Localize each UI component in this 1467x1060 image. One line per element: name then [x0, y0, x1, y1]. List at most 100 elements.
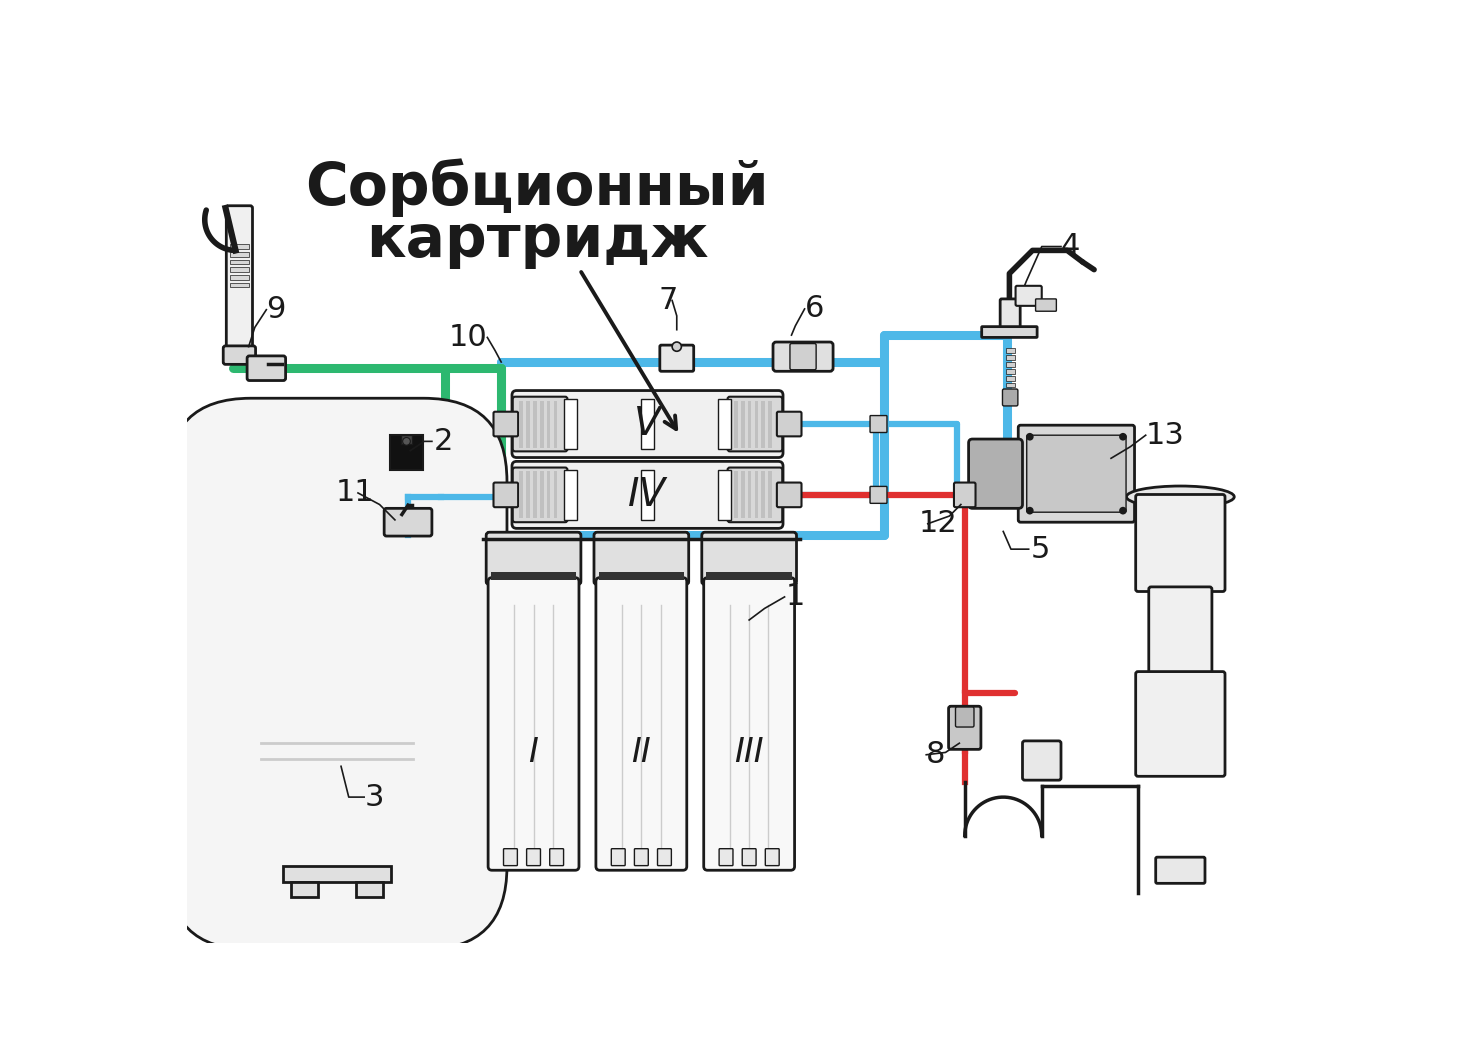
Bar [754, 472, 758, 518]
Text: 11: 11 [336, 478, 374, 508]
FancyBboxPatch shape [660, 346, 694, 371]
Bar [734, 401, 738, 447]
FancyBboxPatch shape [512, 390, 783, 458]
Text: 8: 8 [926, 740, 946, 770]
Text: IV: IV [628, 476, 666, 514]
Bar [290, 882, 318, 897]
Bar [641, 470, 654, 519]
FancyBboxPatch shape [594, 532, 688, 584]
FancyBboxPatch shape [719, 849, 734, 866]
FancyBboxPatch shape [226, 206, 252, 349]
FancyBboxPatch shape [954, 482, 976, 507]
Text: 5: 5 [1030, 534, 1049, 564]
Bar [491, 572, 577, 580]
FancyBboxPatch shape [949, 706, 981, 749]
Bar [283, 866, 392, 882]
Bar [1005, 355, 1015, 359]
Bar [390, 436, 424, 470]
Bar [741, 401, 745, 447]
Text: 6: 6 [804, 295, 824, 323]
Bar [400, 436, 412, 444]
Circle shape [672, 342, 681, 351]
FancyBboxPatch shape [1036, 299, 1056, 312]
Bar [734, 472, 738, 518]
FancyBboxPatch shape [773, 342, 833, 371]
Bar [761, 401, 766, 447]
FancyBboxPatch shape [1156, 858, 1204, 883]
Bar [1005, 383, 1015, 388]
Bar [719, 399, 731, 449]
FancyBboxPatch shape [512, 461, 783, 528]
Bar [1005, 363, 1015, 367]
FancyBboxPatch shape [1149, 587, 1212, 676]
FancyBboxPatch shape [968, 439, 1022, 509]
Circle shape [1025, 507, 1034, 514]
FancyBboxPatch shape [634, 849, 648, 866]
Bar [230, 260, 248, 264]
Bar [230, 283, 248, 287]
FancyBboxPatch shape [981, 326, 1037, 337]
FancyBboxPatch shape [1135, 672, 1225, 776]
FancyBboxPatch shape [167, 399, 508, 950]
FancyBboxPatch shape [704, 578, 795, 870]
Bar [525, 472, 530, 518]
FancyBboxPatch shape [493, 482, 518, 507]
FancyBboxPatch shape [778, 411, 801, 437]
Bar [547, 472, 550, 518]
Circle shape [402, 438, 411, 445]
Bar [356, 882, 383, 897]
FancyBboxPatch shape [493, 411, 518, 437]
FancyBboxPatch shape [513, 467, 568, 523]
Bar [1005, 348, 1015, 353]
FancyBboxPatch shape [657, 849, 672, 866]
FancyBboxPatch shape [1015, 286, 1042, 306]
Bar [230, 244, 248, 249]
Text: 13: 13 [1146, 421, 1184, 449]
Text: I: I [528, 736, 538, 768]
Ellipse shape [1127, 487, 1234, 508]
Circle shape [1119, 507, 1127, 514]
Bar [230, 267, 248, 272]
Bar [748, 401, 751, 447]
Bar [553, 401, 557, 447]
FancyBboxPatch shape [1000, 299, 1020, 333]
Bar [547, 401, 550, 447]
Bar [540, 401, 544, 447]
FancyBboxPatch shape [870, 487, 888, 504]
FancyBboxPatch shape [612, 849, 625, 866]
Bar [540, 472, 544, 518]
FancyBboxPatch shape [1027, 436, 1127, 512]
Bar [519, 401, 522, 447]
Circle shape [1119, 432, 1127, 441]
FancyBboxPatch shape [870, 416, 888, 432]
Text: 3: 3 [364, 782, 384, 812]
Text: 9: 9 [267, 295, 286, 324]
Text: V: V [634, 405, 660, 443]
Bar [1005, 369, 1015, 373]
FancyBboxPatch shape [596, 578, 687, 870]
Text: 4: 4 [1061, 232, 1080, 261]
Bar [533, 401, 537, 447]
Bar [565, 470, 577, 519]
Bar [748, 472, 751, 518]
FancyBboxPatch shape [778, 482, 801, 507]
FancyBboxPatch shape [384, 509, 431, 536]
FancyBboxPatch shape [1002, 389, 1018, 406]
Text: 2: 2 [433, 427, 453, 456]
FancyBboxPatch shape [728, 467, 782, 523]
Bar [769, 472, 772, 518]
FancyBboxPatch shape [1022, 741, 1061, 780]
FancyBboxPatch shape [1018, 425, 1134, 523]
FancyBboxPatch shape [503, 849, 518, 866]
Bar [533, 472, 537, 518]
FancyBboxPatch shape [246, 356, 286, 381]
Bar [230, 275, 248, 280]
Circle shape [1025, 432, 1034, 441]
FancyBboxPatch shape [1135, 494, 1225, 591]
Text: картридж: картридж [367, 212, 709, 269]
Text: 12: 12 [918, 509, 958, 538]
Bar [230, 252, 248, 257]
FancyBboxPatch shape [789, 343, 816, 370]
FancyBboxPatch shape [955, 707, 974, 727]
FancyBboxPatch shape [489, 578, 579, 870]
